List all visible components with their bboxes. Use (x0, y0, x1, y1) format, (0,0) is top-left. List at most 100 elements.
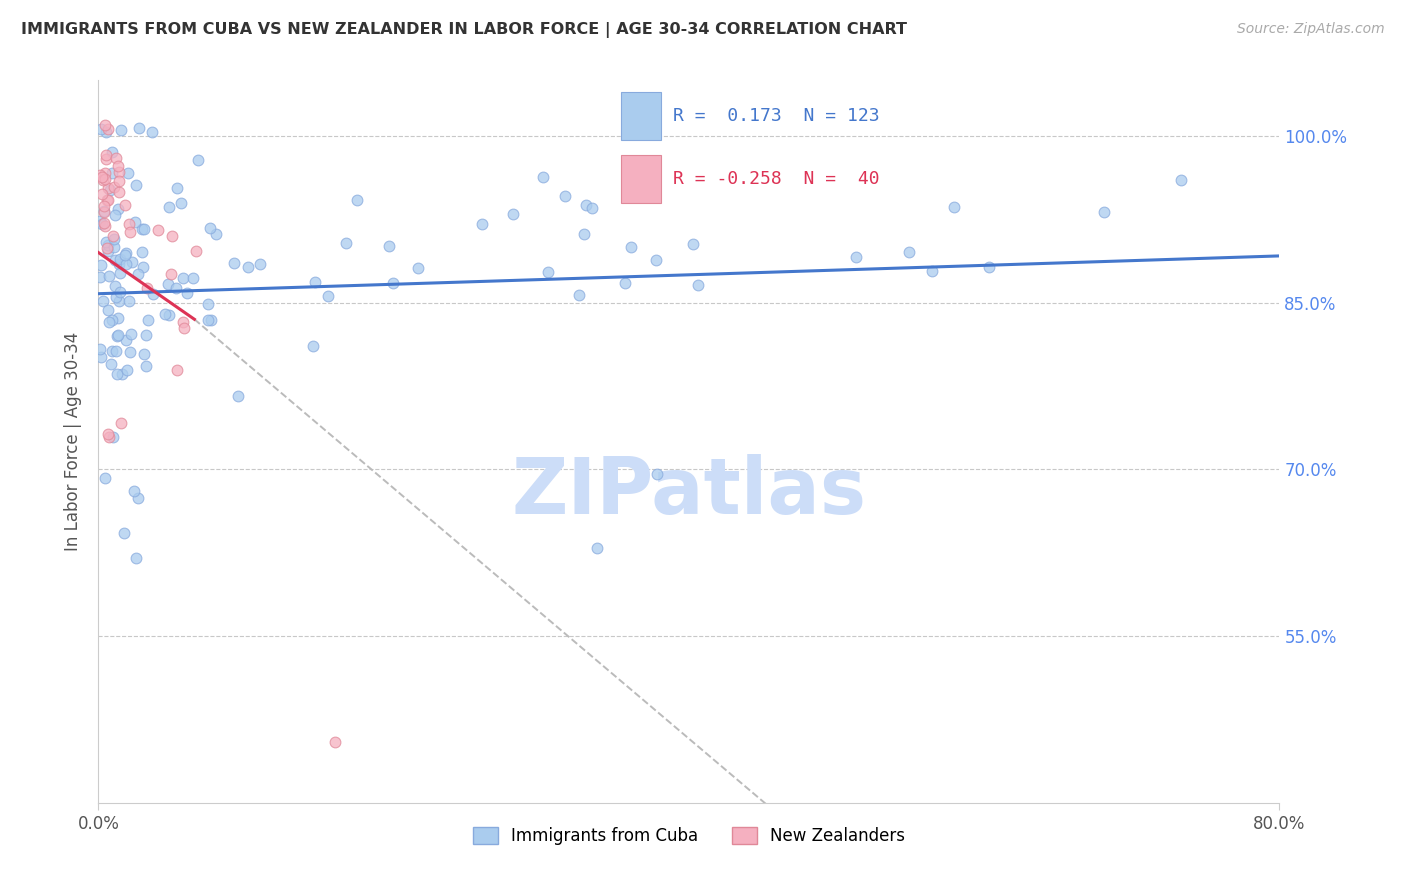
Point (97, 194, 120, 208)
Point (94, 118, 117, 132)
Point (105, 344, 128, 359)
Point (103, 229, 125, 244)
Point (104, 151, 127, 165)
Point (141, 125, 163, 139)
Point (117, 363, 139, 377)
Point (89, 343, 111, 357)
Point (93, 205, 115, 219)
Point (249, 257, 271, 271)
Point (617, 176, 640, 190)
Point (134, 222, 156, 236)
Point (406, 261, 429, 276)
Text: IMMIGRANTS FROM CUBA VS NEW ZEALANDER IN LABOR FORCE | AGE 30-34 CORRELATION CHA: IMMIGRANTS FROM CUBA VS NEW ZEALANDER IN… (21, 22, 907, 38)
Point (135, 327, 157, 342)
Point (97, 315, 120, 329)
Text: ZIPatlas: ZIPatlas (512, 454, 866, 530)
Point (898, 244, 921, 259)
Point (97, 181, 120, 195)
Point (114, 257, 136, 271)
Point (238, 260, 260, 274)
Point (157, 200, 180, 214)
Point (943, 200, 966, 214)
Point (96, 148, 118, 162)
Point (89, 270, 111, 285)
Point (104, 279, 127, 293)
Point (104, 207, 127, 221)
Point (114, 248, 136, 262)
Point (146, 223, 169, 237)
Point (200, 312, 222, 326)
Point (118, 217, 141, 231)
Point (93, 198, 115, 212)
Point (121, 255, 143, 269)
Point (91, 187, 114, 202)
Point (108, 186, 131, 200)
Point (686, 277, 709, 292)
Bar (621, 155, 661, 203)
Point (101, 343, 124, 358)
Point (97, 427, 120, 442)
Point (104, 253, 127, 268)
Point (108, 174, 131, 188)
Text: R = -0.258  N =  40: R = -0.258 N = 40 (673, 170, 880, 188)
Point (226, 389, 249, 403)
Point (142, 287, 165, 301)
Point (96, 121, 118, 136)
Point (90, 121, 112, 136)
Point (160, 267, 183, 281)
Legend: Immigrants from Cuba, New Zealanders: Immigrants from Cuba, New Zealanders (472, 827, 905, 845)
Point (103, 240, 125, 254)
Point (304, 275, 326, 289)
Point (125, 551, 148, 566)
Point (620, 239, 643, 253)
Point (132, 347, 155, 361)
Point (111, 367, 134, 381)
Point (197, 312, 219, 326)
Point (537, 265, 560, 279)
Point (170, 195, 193, 210)
Point (110, 417, 132, 431)
Point (125, 178, 148, 193)
Point (198, 221, 221, 235)
Point (107, 159, 129, 173)
Point (197, 297, 219, 311)
Point (845, 250, 868, 264)
Point (132, 260, 155, 274)
Point (531, 170, 554, 185)
Point (105, 290, 128, 304)
Point (316, 289, 339, 303)
Point (94, 471, 117, 485)
Point (101, 313, 124, 327)
Point (110, 266, 132, 280)
Point (97, 238, 120, 252)
Point (166, 181, 188, 195)
Point (173, 321, 195, 335)
Point (585, 541, 607, 555)
Point (647, 467, 669, 481)
Point (112, 525, 135, 540)
Point (100, 357, 122, 371)
Point (90, 351, 112, 365)
Point (108, 165, 131, 179)
Bar (621, 93, 661, 140)
Point (118, 225, 141, 239)
Point (107, 202, 129, 217)
Point (96, 193, 118, 207)
Point (205, 227, 228, 241)
Point (91, 169, 114, 184)
Point (131, 222, 153, 236)
Point (157, 308, 180, 322)
Point (110, 252, 132, 266)
Point (575, 198, 598, 212)
Point (645, 253, 668, 268)
Text: R =  0.173  N = 123: R = 0.173 N = 123 (673, 107, 880, 126)
Point (97, 303, 120, 318)
Point (977, 260, 1000, 275)
Point (94, 125, 117, 139)
Point (98, 268, 121, 283)
Point (91, 293, 114, 308)
Point (118, 293, 141, 308)
Point (105, 368, 128, 382)
Point (224, 256, 246, 270)
Point (94, 152, 117, 166)
